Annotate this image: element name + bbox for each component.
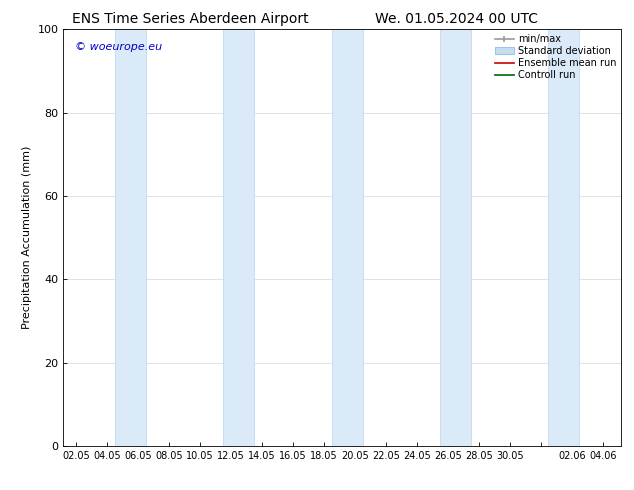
Text: ENS Time Series Aberdeen Airport: ENS Time Series Aberdeen Airport bbox=[72, 12, 309, 26]
Legend: min/max, Standard deviation, Ensemble mean run, Controll run: min/max, Standard deviation, Ensemble me… bbox=[493, 32, 618, 82]
Y-axis label: Precipitation Accumulation (mm): Precipitation Accumulation (mm) bbox=[22, 146, 32, 329]
Bar bbox=[440, 29, 471, 446]
Bar bbox=[332, 29, 363, 446]
Bar bbox=[548, 29, 579, 446]
Text: We. 01.05.2024 00 UTC: We. 01.05.2024 00 UTC bbox=[375, 12, 538, 26]
Bar bbox=[223, 29, 254, 446]
Text: © woeurope.eu: © woeurope.eu bbox=[75, 42, 162, 52]
Bar bbox=[115, 29, 146, 446]
